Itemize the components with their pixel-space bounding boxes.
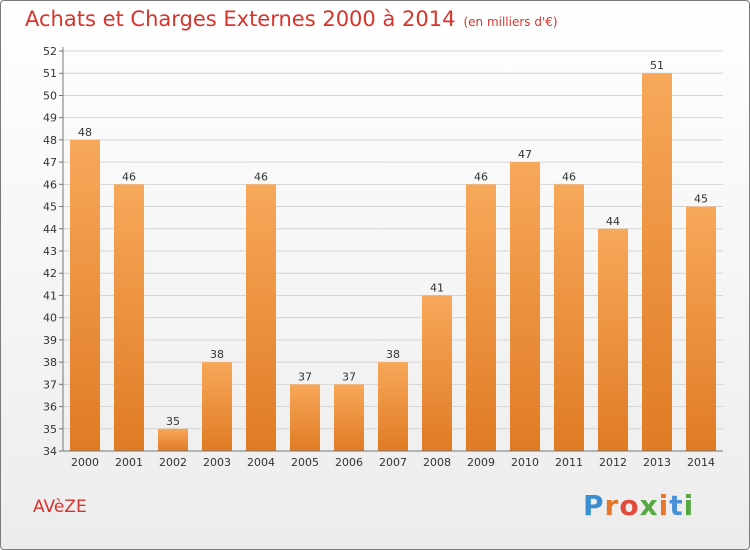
bar-2004 [246,184,276,452]
y-tick-label: 47 [43,156,57,169]
x-tick-label: 2000 [71,456,99,469]
data-label: 38 [210,348,224,361]
x-tick-label: 2002 [159,456,187,469]
data-label: 51 [650,59,664,72]
bars-layer: 48 46 35 38 46 37 37 38 41 46 47 46 44 51 45 [70,59,716,452]
y-tick-label: 46 [43,178,57,191]
logo-letter: t [669,489,684,522]
logo-letter: i [683,489,695,522]
bar-2003 [202,362,232,451]
y-tick-label: 41 [43,289,57,302]
data-label: 46 [474,170,488,183]
title-text: Achats et Charges Externes 2000 à 2014 [25,7,456,31]
x-tick-label: 2011 [555,456,583,469]
y-tick-label: 39 [43,334,57,347]
data-label: 41 [430,281,444,294]
data-label: 47 [518,148,532,161]
bar-2007 [378,362,408,451]
logo-letter: r [604,489,620,522]
x-tick-label: 2004 [247,456,275,469]
x-tick-label: 2013 [643,456,671,469]
x-tick-label: 2008 [423,456,451,469]
axis-layer: 34 35 36 37 38 39 40 41 42 43 44 45 46 47 48 49 50 51 52 20… [43,45,723,469]
x-tick-label: 2003 [203,456,231,469]
y-tick-label: 44 [43,223,57,236]
data-label: 45 [694,193,708,206]
bar-2013 [642,73,672,451]
y-tick-label: 36 [43,401,57,414]
bar-2002 [158,428,188,451]
bar-2008 [422,295,452,451]
logo-letter: i [658,489,670,522]
bar-2011 [554,184,584,452]
y-tick-label: 50 [43,89,57,102]
x-tick-label: 2006 [335,456,363,469]
commune-label: AVèZE [33,497,87,517]
x-tick-label: 2001 [115,456,143,469]
y-tick-label: 38 [43,356,57,369]
y-tick-label: 34 [43,445,57,458]
logo-letter: P [583,489,605,522]
bar-2001 [114,184,144,452]
data-label: 35 [166,415,180,428]
x-tick-label: 2010 [511,456,539,469]
logo-letter: o [619,489,640,522]
data-label: 46 [254,170,268,183]
bar-2005 [290,384,320,451]
y-tick-label: 42 [43,267,57,280]
y-tick-label: 48 [43,134,57,147]
y-tick-label: 40 [43,312,57,325]
y-tick-label: 51 [43,67,57,80]
x-tick-label: 2014 [687,456,715,469]
chart-title: Achats et Charges Externes 2000 à 2014 (e… [25,7,558,31]
data-label: 48 [78,126,92,139]
bar-2009 [466,184,496,452]
y-tick-label: 45 [43,201,57,214]
y-tick-label: 49 [43,112,57,125]
logo-letter: x [639,489,659,522]
data-label: 46 [562,170,576,183]
y-tick-label: 35 [43,423,57,436]
bar-2010 [510,162,540,451]
unit-label: (en milliers d'€) [463,15,558,29]
data-label: 44 [606,215,620,228]
y-tick-label: 43 [43,245,57,258]
x-tick-label: 2005 [291,456,319,469]
data-label: 37 [298,370,312,383]
x-tick-label: 2012 [599,456,627,469]
data-label: 46 [122,170,136,183]
bar-2000 [70,139,100,451]
data-label: 38 [386,348,400,361]
x-tick-label: 2007 [379,456,407,469]
bar-2014 [686,206,716,451]
y-tick-label: 52 [43,45,57,58]
data-label: 37 [342,370,356,383]
bar-2012 [598,228,628,451]
y-tick-label: 37 [43,378,57,391]
x-tick-label: 2009 [467,456,495,469]
bar-2006 [334,384,364,451]
proxiti-logo: Proxiti [583,489,694,522]
